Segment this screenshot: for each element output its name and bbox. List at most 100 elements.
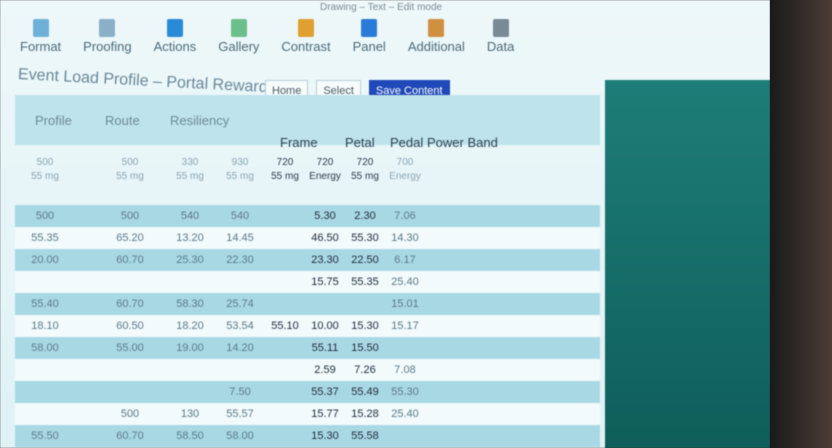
spreadsheet-grid[interactable]: Profile Route Resiliency Frame Petal Pedal Pow… bbox=[15, 95, 600, 448]
table-cell[interactable]: 55.40 bbox=[31, 298, 59, 310]
table-row[interactable]: 55.40 60.70 58.30 25.74 15.01 bbox=[15, 293, 600, 315]
table-cell[interactable]: 25.40 bbox=[391, 276, 419, 288]
ribbon-button[interactable]: Proofing bbox=[83, 19, 132, 54]
table-cell[interactable]: 60.50 bbox=[116, 320, 144, 332]
table-cell[interactable]: 55.58 bbox=[351, 430, 379, 442]
ribbon-button[interactable]: Format bbox=[20, 19, 61, 54]
column-header[interactable]: Pedal bbox=[390, 135, 424, 150]
table-cell[interactable]: 13.20 bbox=[176, 232, 204, 244]
additional-icon bbox=[428, 19, 445, 37]
table-cell[interactable]: 60.70 bbox=[116, 254, 144, 266]
ribbon-button[interactable]: Contrast bbox=[281, 19, 331, 54]
table-cell[interactable]: 7.26 bbox=[354, 364, 376, 376]
table-cell[interactable]: 18.10 bbox=[31, 320, 59, 332]
table-cell[interactable]: 130 bbox=[180, 408, 200, 420]
subheader-cell: 55 mg bbox=[116, 171, 144, 182]
table-cell[interactable]: 22.30 bbox=[226, 254, 254, 266]
table-cell[interactable]: 15.50 bbox=[351, 342, 379, 354]
table-row[interactable]: 18.10 60.50 18.20 53.54 55.10 10.00 15.30 15.17 bbox=[15, 315, 600, 337]
table-cell[interactable]: 25.30 bbox=[176, 254, 204, 266]
table-cell[interactable]: 55.00 bbox=[116, 342, 144, 354]
ribbon-label: Additional bbox=[407, 39, 465, 54]
table-cell[interactable]: 540 bbox=[230, 210, 250, 222]
column-header[interactable]: Route bbox=[105, 113, 140, 128]
table-cell[interactable]: 15.17 bbox=[391, 320, 419, 332]
table-cell[interactable]: 58.50 bbox=[176, 430, 204, 442]
table-row[interactable]: 15.75 55.35 25.40 bbox=[15, 271, 600, 293]
table-cell[interactable]: 25.74 bbox=[226, 298, 254, 310]
ribbon-label: Actions bbox=[153, 39, 197, 54]
table-cell[interactable]: 540 bbox=[180, 210, 200, 222]
table-cell[interactable]: 7.06 bbox=[394, 210, 416, 222]
table-cell[interactable]: 15.30 bbox=[311, 430, 339, 442]
table-cell[interactable]: 58.30 bbox=[176, 298, 204, 310]
table-cell[interactable]: 19.00 bbox=[176, 342, 204, 354]
table-cell[interactable]: 55.37 bbox=[311, 386, 339, 398]
column-header[interactable]: Petal bbox=[345, 135, 375, 150]
table-cell[interactable]: 15.30 bbox=[351, 320, 379, 332]
table-row[interactable]: 55.35 65.20 13.20 14.45 46.50 55.30 14.30 bbox=[15, 227, 600, 249]
column-header[interactable]: Profile bbox=[35, 113, 72, 128]
table-cell[interactable]: 500 bbox=[120, 210, 140, 222]
table-cell[interactable]: 15.28 bbox=[351, 408, 379, 420]
table-cell[interactable]: 55.35 bbox=[351, 276, 379, 288]
table-cell[interactable]: 60.70 bbox=[116, 430, 144, 442]
ribbon-button[interactable]: Data bbox=[487, 19, 514, 54]
table-cell[interactable]: 7.08 bbox=[394, 364, 416, 376]
table-cell[interactable]: 15.01 bbox=[391, 298, 419, 310]
table-cell[interactable]: 55.35 bbox=[31, 232, 59, 244]
table-row[interactable]: 500 500 540 540 5.30 2.30 7.06 bbox=[15, 205, 600, 227]
table-cell[interactable]: 500 bbox=[35, 210, 55, 222]
table-cell[interactable]: 55.30 bbox=[351, 232, 379, 244]
table-cell[interactable]: 23.30 bbox=[311, 254, 339, 266]
ribbon-button[interactable]: Panel bbox=[353, 19, 386, 54]
table-row[interactable]: 2.59 7.26 7.08 bbox=[15, 359, 600, 381]
table-cell[interactable]: 14.45 bbox=[226, 232, 254, 244]
table-row[interactable]: 500 130 55.57 15.77 15.28 25.40 bbox=[15, 403, 600, 425]
table-cell[interactable]: 55.57 bbox=[226, 408, 254, 420]
table-cell[interactable]: 55.30 bbox=[391, 386, 419, 398]
table-cell[interactable]: 20.00 bbox=[31, 254, 59, 266]
table-cell[interactable]: 60.70 bbox=[116, 298, 144, 310]
table-cell[interactable]: 65.20 bbox=[116, 232, 144, 244]
ribbon-button[interactable]: Gallery bbox=[218, 19, 259, 54]
table-cell[interactable]: 55.50 bbox=[31, 430, 59, 442]
table-row[interactable]: 20.00 60.70 25.30 22.30 23.30 22.50 6.17 bbox=[15, 249, 600, 271]
table-cell[interactable]: 55.49 bbox=[351, 386, 379, 398]
table-row[interactable]: 55.50 60.70 58.50 58.00 15.30 55.58 bbox=[15, 425, 600, 447]
table-cell[interactable]: 10.00 bbox=[311, 320, 339, 332]
table-cell[interactable]: 53.54 bbox=[226, 320, 254, 332]
column-header[interactable]: Resiliency bbox=[170, 113, 230, 128]
ribbon-label: Format bbox=[20, 39, 62, 54]
table-cell[interactable]: 25.40 bbox=[391, 408, 419, 420]
table-cell[interactable]: 46.50 bbox=[311, 232, 339, 244]
table-row[interactable]: 7.50 55.37 55.49 55.30 bbox=[15, 381, 600, 403]
column-header[interactable]: Frame bbox=[280, 135, 318, 150]
table-cell[interactable]: 58.00 bbox=[226, 430, 254, 442]
subheader-cell: 55 mg bbox=[176, 171, 204, 182]
subheader-cell: 930 bbox=[231, 157, 249, 168]
table-cell[interactable]: 14.30 bbox=[391, 232, 419, 244]
table-cell[interactable]: 2.30 bbox=[354, 210, 376, 222]
table-cell[interactable]: 5.30 bbox=[314, 210, 336, 222]
table-cell[interactable]: 18.20 bbox=[176, 320, 204, 332]
subheader-cell: 55 mg bbox=[226, 171, 254, 182]
actions-icon bbox=[166, 19, 183, 37]
table-cell[interactable]: 15.75 bbox=[311, 276, 339, 288]
column-header[interactable]: Power Band bbox=[427, 135, 498, 150]
page-title: Event Load Profile – Portal Reward bbox=[17, 66, 269, 97]
monitor-bezel bbox=[770, 0, 832, 448]
table-cell[interactable]: 55.10 bbox=[271, 320, 299, 332]
table-cell[interactable]: 14.20 bbox=[226, 342, 254, 354]
table-cell[interactable]: 22.50 bbox=[351, 254, 379, 266]
table-cell[interactable]: 58.00 bbox=[31, 342, 59, 354]
table-cell[interactable]: 55.11 bbox=[311, 342, 339, 354]
table-cell[interactable]: 6.17 bbox=[394, 254, 416, 266]
table-cell[interactable]: 15.77 bbox=[311, 408, 339, 420]
ribbon-button[interactable]: Additional bbox=[408, 19, 465, 54]
table-cell[interactable]: 500 bbox=[120, 408, 140, 420]
ribbon-button[interactable]: Actions bbox=[153, 19, 197, 54]
table-cell[interactable]: 7.50 bbox=[229, 386, 251, 398]
table-row[interactable]: 58.00 55.00 19.00 14.20 55.11 15.50 bbox=[15, 337, 600, 359]
table-cell[interactable]: 2.59 bbox=[314, 364, 336, 376]
